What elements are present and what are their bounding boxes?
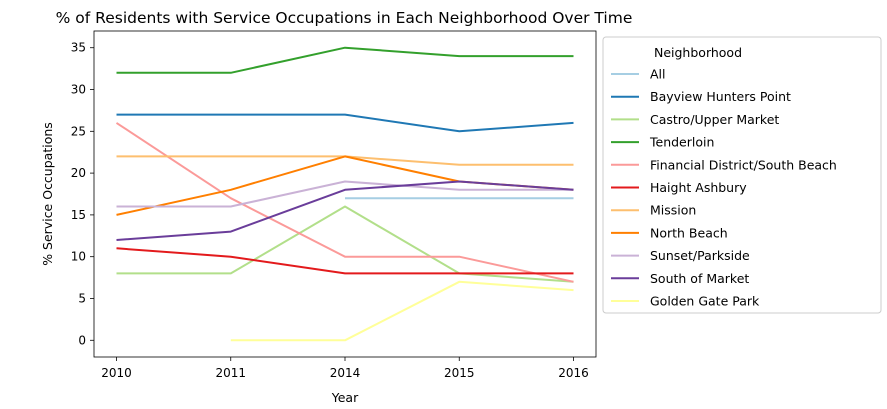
x-axis-label: Year	[331, 390, 359, 405]
y-tick-label: 30	[71, 83, 86, 97]
x-tick-label: 2015	[444, 366, 475, 380]
legend: Neighborhood All Bayview Hunters Point Cas…	[602, 36, 882, 314]
plot-frame	[93, 30, 597, 358]
series-line	[116, 180, 574, 241]
legend-label: Financial District/South Beach	[650, 157, 837, 172]
legend-label: Haight Ashbury	[650, 180, 747, 195]
series-line	[116, 205, 574, 283]
y-tick-label: 20	[71, 166, 86, 180]
chart-title: % of Residents with Service Occupations …	[56, 9, 633, 27]
y-tick-label: 15	[71, 208, 86, 222]
legend-label: Mission	[650, 203, 696, 218]
y-tick-label: 35	[71, 41, 86, 55]
legend-entries: All Bayview Hunters Point Castro/Upper Mar…	[611, 67, 837, 309]
legend-label: Bayview Hunters Point	[650, 89, 791, 104]
y-tick-label: 25	[71, 124, 86, 138]
legend-label: Castro/Upper Market	[650, 112, 779, 127]
legend-label: Sunset/Parkside	[650, 248, 750, 263]
x-tick-label: 2011	[215, 366, 246, 380]
x-axis: 2010 2011 2014 2015 2016	[101, 357, 589, 380]
y-axis-label: % Service Occupations	[40, 122, 55, 266]
series-line	[115, 122, 574, 283]
legend-label: South of Market	[650, 271, 749, 286]
y-tick-label: 0	[78, 333, 86, 347]
x-tick-label: 2010	[101, 366, 132, 380]
series-line	[116, 113, 574, 133]
legend-label: Tenderloin	[649, 135, 714, 150]
legend-label: All	[650, 67, 666, 82]
x-tick-label: 2014	[330, 366, 361, 380]
series-line	[116, 46, 574, 74]
y-tick-label: 5	[78, 291, 86, 305]
legend-label: Golden Gate Park	[650, 294, 760, 309]
y-axis: 0 5 10 15 20 25 30 35	[71, 41, 94, 347]
plot-lines	[115, 46, 574, 342]
legend-label: North Beach	[650, 225, 728, 240]
series-line	[116, 155, 574, 166]
series-line	[116, 247, 574, 275]
legend-title: Neighborhood	[654, 45, 742, 60]
legend-frame	[602, 36, 882, 314]
series-line	[116, 180, 574, 208]
y-tick-label: 10	[71, 250, 86, 264]
x-tick-label: 2016	[558, 366, 589, 380]
series-line	[230, 280, 574, 342]
